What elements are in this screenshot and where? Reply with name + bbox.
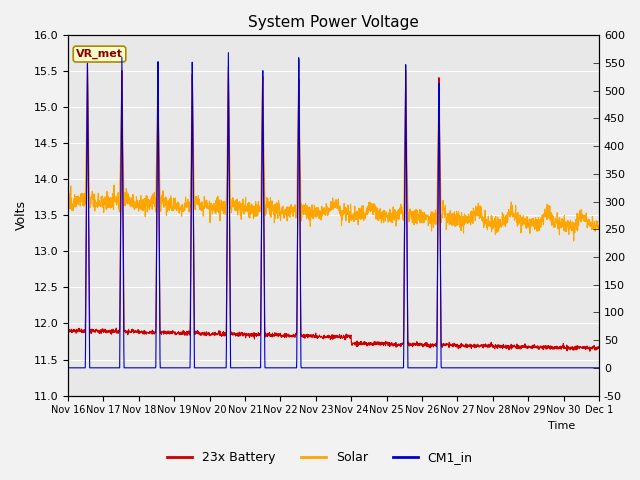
Legend: 23x Battery, Solar, CM1_in: 23x Battery, Solar, CM1_in [163,446,477,469]
Y-axis label: Volts: Volts [15,201,28,230]
Text: VR_met: VR_met [76,49,123,59]
Title: System Power Voltage: System Power Voltage [248,15,419,30]
X-axis label: Time: Time [548,421,575,431]
